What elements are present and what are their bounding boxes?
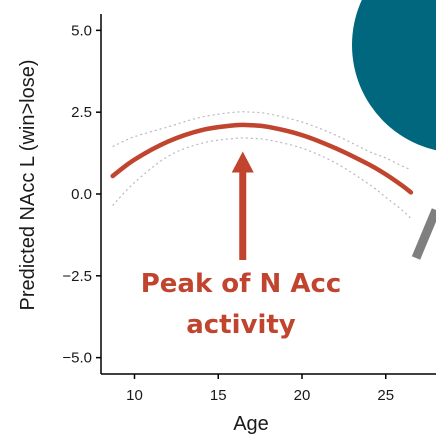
- y-tick-label: 5.0: [71, 22, 92, 39]
- x-tick-label: 25: [377, 387, 394, 404]
- y-tick-label: 2.5: [71, 104, 92, 121]
- ci-upper-line: [112, 111, 412, 171]
- series-line: [110, 122, 414, 195]
- gray-slash-shape: [411, 208, 436, 260]
- x-tick-label: 15: [210, 387, 227, 404]
- y-tick-label: 0.0: [71, 186, 92, 203]
- x-axis-title: Age: [233, 413, 269, 435]
- y-ticks: 5.0 2.5 0.0 −2.5 −5.0: [62, 22, 101, 367]
- x-tick-label: 20: [294, 387, 311, 404]
- x-tick-label: 10: [126, 387, 143, 404]
- x-ticks: 10 15 20 25: [126, 374, 394, 404]
- teal-circle-shape: [352, 0, 436, 151]
- annotation-text-line1: Peak of N Acc: [141, 269, 342, 299]
- annotation-arrow-head: [231, 151, 254, 173]
- annotation-text-line2: activity: [186, 310, 296, 340]
- y-tick-label: −5.0: [62, 350, 92, 367]
- y-axis-title: Predicted NAcc L (win>lose): [17, 59, 39, 310]
- y-tick-label: −2.5: [62, 268, 92, 285]
